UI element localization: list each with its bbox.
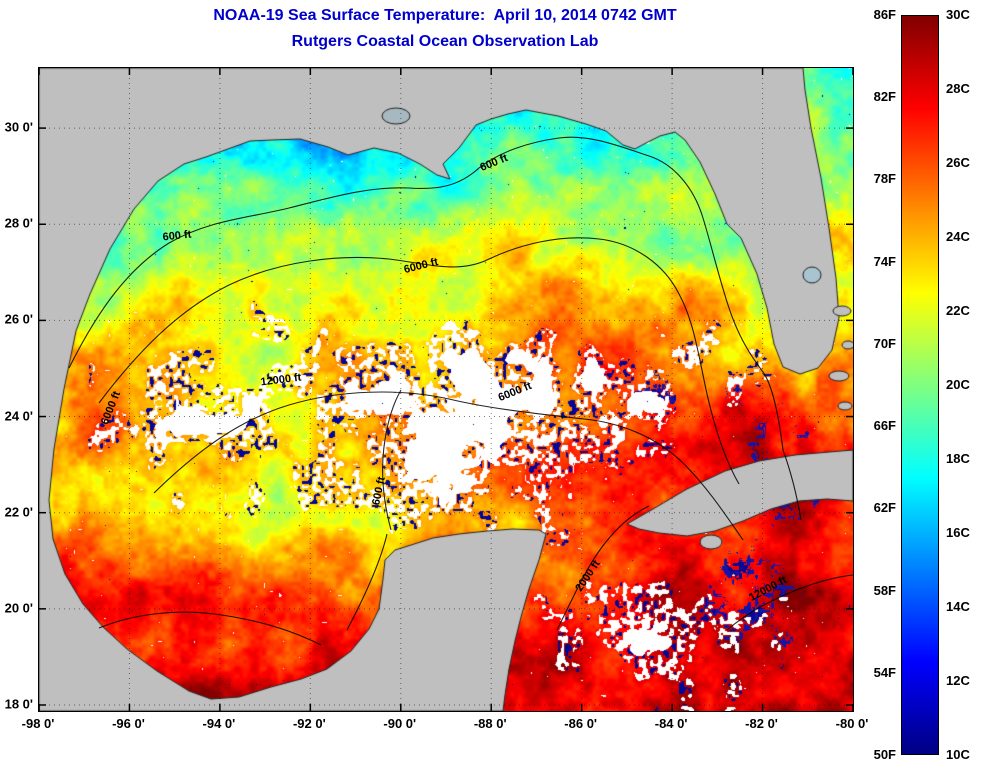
- colorbar-celsius-label: 12C: [946, 673, 970, 688]
- y-axis-tick-label: 22 0': [4, 504, 33, 520]
- y-axis-tick-label: 18 0': [4, 696, 33, 712]
- contour-depth-label: 6000 ft: [402, 255, 440, 277]
- contour-depth-label: 6000 ft: [496, 379, 534, 405]
- contour-depth-label: 2000 ft: [573, 558, 603, 594]
- bathymetry-contour: [382, 389, 402, 531]
- contour-depth-label: 12000 ft: [747, 574, 789, 604]
- x-axis-tick-label: -86 0': [564, 716, 598, 731]
- x-axis-tick-label: -90 0': [383, 716, 417, 731]
- bathymetry-contour: [346, 533, 388, 631]
- bathymetry-contour: [68, 136, 784, 451]
- y-axis-tick-label: 20 0': [4, 600, 33, 616]
- x-axis-tick-label: -94 0': [202, 716, 236, 731]
- colorbar-fahrenheit-label: 82F: [873, 89, 896, 105]
- x-axis-tick-label: -96 0': [112, 716, 145, 731]
- colorbar-celsius-label: 26C: [946, 155, 970, 170]
- x-axis-tick-label: -80 0': [835, 716, 869, 731]
- colorbar-fahrenheit-label: 50F: [873, 747, 896, 762]
- colorbar-fahrenheit-label: 54F: [873, 664, 896, 680]
- contour-labels-layer: 600 ft 600 ft 6000 ft 12000 ft 6000 ft 6000 f…: [39, 68, 853, 711]
- colorbar-fahrenheit-label: 86F: [873, 7, 896, 22]
- colorbar-fahrenheit-label: 78F: [873, 171, 896, 187]
- bathymetry-contour: [98, 237, 740, 485]
- colorbar-fahrenheit-label: 58F: [873, 582, 896, 598]
- bathymetry-contour: [782, 449, 802, 521]
- colorbar-celsius-label: 16C: [946, 525, 970, 540]
- x-axis-tick-label: -88 0': [473, 716, 507, 731]
- colorbar-celsius-label: 20C: [946, 377, 970, 392]
- contour-depth-label: 600 ft: [370, 475, 388, 507]
- x-axis-tick-label: -82 0': [745, 716, 778, 731]
- colorbar-celsius-label: 24C: [946, 229, 970, 244]
- map-title: NOAA-19 Sea Surface Temperature: April 1…: [213, 7, 677, 24]
- map-plot-area: 600 ft 600 ft 6000 ft 12000 ft 6000 ft 6000 f…: [38, 67, 854, 712]
- contour-depth-label: 600 ft: [162, 228, 192, 244]
- colorbar-celsius-label: 22C: [946, 303, 970, 318]
- y-axis-tick-label: 28 0': [4, 215, 33, 231]
- colorbar-gradient: [901, 15, 939, 755]
- bathymetry-contour: [153, 391, 744, 541]
- colorbar-fahrenheit-label: 74F: [873, 253, 896, 269]
- y-axis-tick-label: 26 0': [4, 311, 33, 327]
- x-axis-tick-label: -98 0': [21, 716, 55, 731]
- contour-depth-label: 6000 ft: [98, 389, 124, 427]
- map-overlay-grid-contours: [39, 68, 853, 711]
- bathymetry-contour: [98, 611, 322, 646]
- y-axis-tick-label: 24 0': [4, 408, 33, 424]
- bathymetry-contour: [556, 505, 650, 631]
- contour-depth-label: 12000 ft: [259, 371, 303, 389]
- contour-depth-label: 600 ft: [478, 152, 510, 174]
- colorbar-celsius-label: 10C: [946, 747, 970, 762]
- x-axis-tick-label: -92 0': [292, 716, 326, 731]
- y-axis-tick-label: 30 0': [4, 119, 33, 135]
- colorbar-fahrenheit-label: 66F: [873, 418, 896, 434]
- x-axis-tick-label: -84 0': [654, 716, 688, 731]
- colorbar-celsius-label: 28C: [946, 81, 970, 96]
- colorbar-fahrenheit-label: 62F: [873, 500, 896, 516]
- map-subtitle: Rutgers Coastal Ocean Observation Lab: [291, 33, 599, 50]
- colorbar-celsius-label: 18C: [946, 451, 970, 466]
- bathymetry-contour: [726, 574, 853, 631]
- colorbar-fahrenheit-label: 70F: [873, 335, 896, 351]
- sst-raster-image: [39, 68, 853, 711]
- colorbar-celsius-label: 14C: [946, 599, 970, 614]
- colorbar-celsius-label: 30C: [946, 7, 970, 22]
